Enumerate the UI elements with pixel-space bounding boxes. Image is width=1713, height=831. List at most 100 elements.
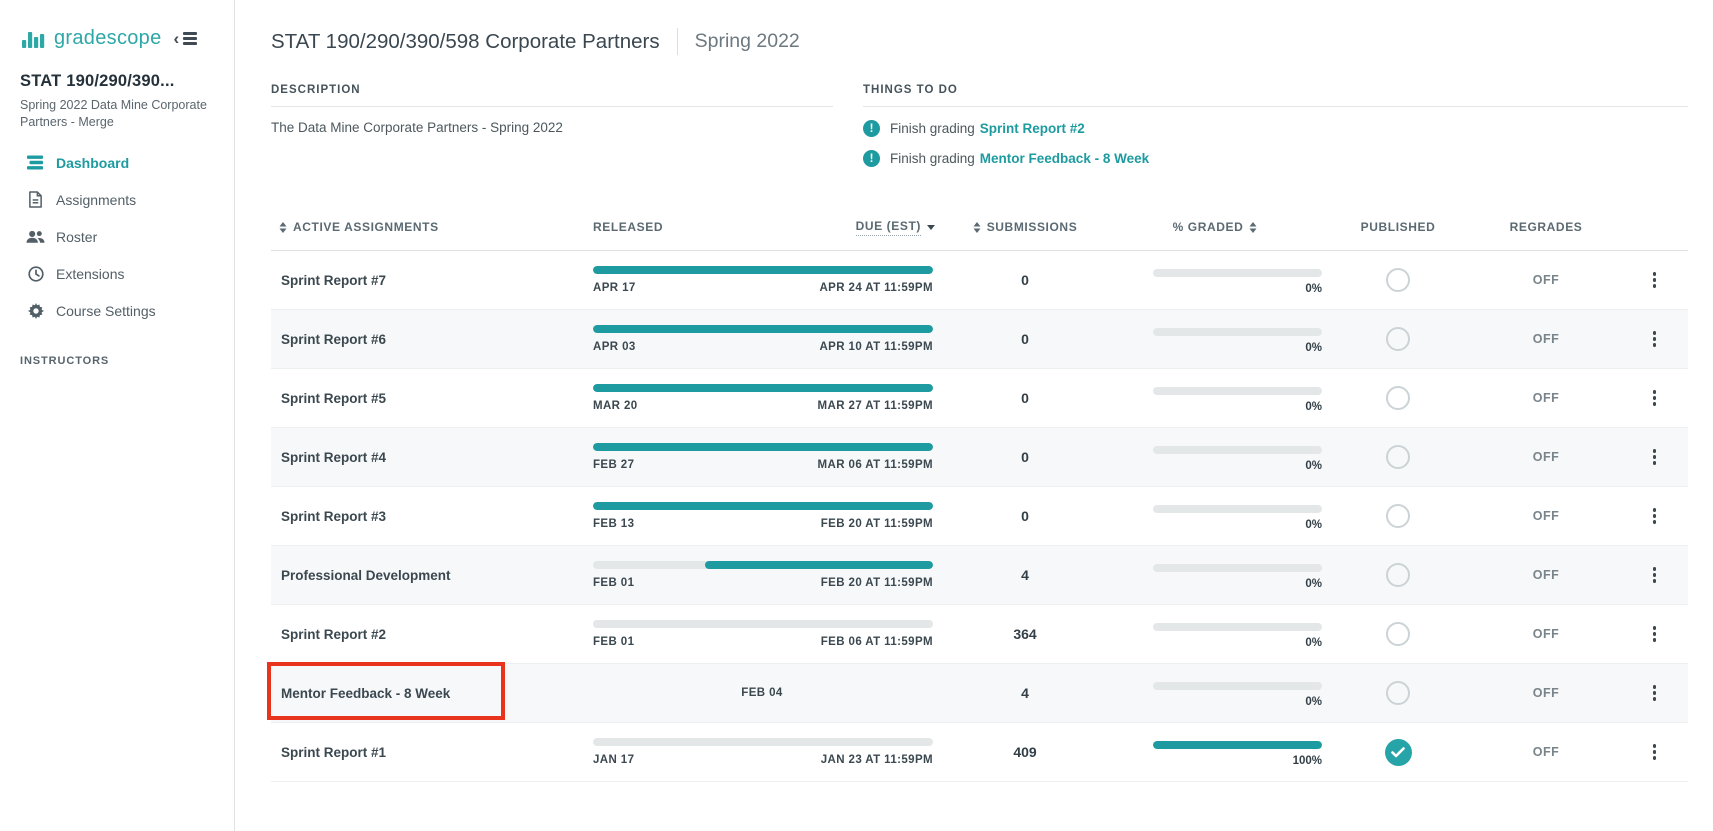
row-menu-button[interactable] (1647, 620, 1663, 648)
actions-cell (1621, 723, 1688, 781)
submissions-count: 364 (1013, 626, 1037, 642)
todo-assignment-link[interactable]: Sprint Report #2 (979, 121, 1085, 136)
course-subtitle: Spring 2022 Data Mine Corporate Partners… (20, 98, 207, 129)
column-header-due[interactable]: DUE (EST) (855, 219, 935, 236)
published-toggle[interactable] (1384, 738, 1412, 766)
column-header-submissions[interactable]: SUBMISSIONS (945, 220, 1105, 234)
row-menu-button[interactable] (1647, 679, 1663, 707)
row-menu-button[interactable] (1647, 738, 1663, 766)
published-toggle[interactable] (1386, 622, 1410, 646)
sidebar-item-extensions[interactable]: Extensions (0, 255, 234, 292)
assignment-name-cell: Mentor Feedback - 8 Week (267, 662, 579, 722)
release-due-cell: FEB 04 (579, 664, 945, 722)
row-menu-button[interactable] (1647, 502, 1663, 530)
assignment-link[interactable]: Sprint Report #7 (281, 272, 387, 288)
release-due-cell: APR 17 APR 24 AT 11:59PM (579, 251, 945, 309)
release-due-cell: MAR 20 MAR 27 AT 11:59PM (579, 369, 945, 427)
release-due-cell: FEB 13 FEB 20 AT 11:59PM (579, 487, 945, 545)
table-row: Mentor Feedback - 8 Week FEB 04 4 0% OFF (267, 662, 1688, 723)
description-label: DESCRIPTION (271, 84, 833, 107)
sidebar-item-dashboard[interactable]: Dashboard (0, 144, 234, 181)
assignment-link[interactable]: Sprint Report #6 (281, 331, 387, 347)
graded-progress-bar (1153, 269, 1322, 277)
assignment-link[interactable]: Sprint Report #3 (281, 508, 387, 524)
sort-icon (1249, 221, 1257, 233)
logo-text: gradescope (54, 27, 162, 49)
assignment-link[interactable]: Sprint Report #4 (281, 449, 387, 465)
graded-cell: 100% (1105, 723, 1325, 781)
published-toggle[interactable] (1386, 268, 1410, 292)
sidebar-item-assignments[interactable]: Assignments (0, 181, 234, 218)
column-header-published: PUBLISHED (1360, 220, 1436, 234)
assignment-link[interactable]: Mentor Feedback - 8 Week (281, 685, 451, 701)
timeline-fill (593, 384, 933, 392)
sidebar-item-course-settings[interactable]: Course Settings (0, 292, 234, 329)
actions-cell (1621, 664, 1688, 722)
roster-icon (26, 230, 45, 244)
instructors-section-label: INSTRUCTORS (20, 355, 110, 367)
assignment-link[interactable]: Professional Development (281, 567, 451, 583)
released-date: FEB 01 (593, 577, 635, 589)
published-toggle[interactable] (1386, 681, 1410, 705)
published-cell (1325, 369, 1471, 427)
graded-cell: 0% (1105, 664, 1325, 722)
row-menu-button[interactable] (1647, 325, 1663, 353)
assignment-link[interactable]: Sprint Report #1 (281, 744, 387, 760)
due-date: JAN 23 AT 11:59PM (820, 754, 933, 766)
alert-icon: ! (863, 120, 880, 137)
sidebar-collapse-button[interactable]: ‹ (174, 30, 198, 47)
sidebar-item-label: Assignments (56, 191, 137, 208)
column-header-active-assignments[interactable]: ACTIVE ASSIGNMENTS (271, 220, 579, 234)
todo-text: Finish grading (890, 151, 975, 166)
row-menu-button[interactable] (1647, 561, 1663, 589)
row-menu-button[interactable] (1647, 443, 1663, 471)
assignment-name-cell: Sprint Report #6 (271, 310, 579, 368)
timeline-bar (593, 620, 933, 628)
published-toggle[interactable] (1386, 504, 1410, 528)
published-toggle[interactable] (1386, 445, 1410, 469)
published-toggle[interactable] (1386, 563, 1410, 587)
graded-progress-bar (1153, 387, 1322, 395)
submissions-count: 4 (1021, 685, 1029, 701)
check-icon (1391, 746, 1405, 757)
released-date: APR 03 (593, 341, 636, 353)
graded-percent-label: 0% (1305, 637, 1322, 649)
sidebar-item-roster[interactable]: Roster (0, 218, 234, 255)
graded-percent-label: 0% (1305, 460, 1322, 472)
todo-item: ! Finish grading Sprint Report #2 (863, 120, 1688, 137)
actions-cell (1621, 546, 1688, 604)
assignment-link[interactable]: Sprint Report #2 (281, 626, 387, 642)
column-header-regrades: REGRADES (1509, 220, 1583, 234)
chevron-left-icon: ‹ (173, 29, 180, 48)
assignment-name-cell: Professional Development (271, 546, 579, 604)
assignment-name-cell: Sprint Report #2 (271, 605, 579, 663)
graded-progress-bar (1153, 446, 1322, 454)
graded-percent-label: 0% (1305, 696, 1322, 708)
row-menu-button[interactable] (1647, 266, 1663, 294)
timeline-bar (593, 738, 933, 746)
published-toggle[interactable] (1386, 327, 1410, 351)
gradescope-logo[interactable]: gradescope ‹ (22, 27, 198, 50)
todo-item: ! Finish grading Mentor Feedback - 8 Wee… (863, 150, 1688, 167)
published-cell (1325, 723, 1471, 781)
graded-percent-label: 0% (1305, 283, 1322, 295)
timeline-bar (593, 266, 933, 274)
table-row: Sprint Report #7 APR 17 APR 24 AT 11:59PM 0… (271, 251, 1688, 310)
due-date: FEB 20 AT 11:59PM (820, 577, 933, 589)
sidebar-item-label: Extensions (56, 265, 125, 282)
graded-cell: 0% (1105, 487, 1325, 545)
sidebar-item-label: Dashboard (56, 154, 130, 171)
settings-icon (26, 302, 45, 319)
todo-assignment-link[interactable]: Mentor Feedback - 8 Week (979, 151, 1150, 166)
row-menu-button[interactable] (1647, 384, 1663, 412)
regrades-status: OFF (1532, 391, 1560, 405)
column-header-graded[interactable]: % GRADED (1105, 220, 1325, 234)
published-toggle[interactable] (1386, 386, 1410, 410)
caret-down-icon (927, 224, 935, 230)
released-date: FEB 13 (593, 518, 635, 530)
assignment-link[interactable]: Sprint Report #5 (281, 390, 387, 406)
release-due-cell: FEB 27 MAR 06 AT 11:59PM (579, 428, 945, 486)
published-cell (1325, 546, 1471, 604)
graded-cell: 0% (1105, 369, 1325, 427)
graded-progress-bar (1153, 505, 1322, 513)
